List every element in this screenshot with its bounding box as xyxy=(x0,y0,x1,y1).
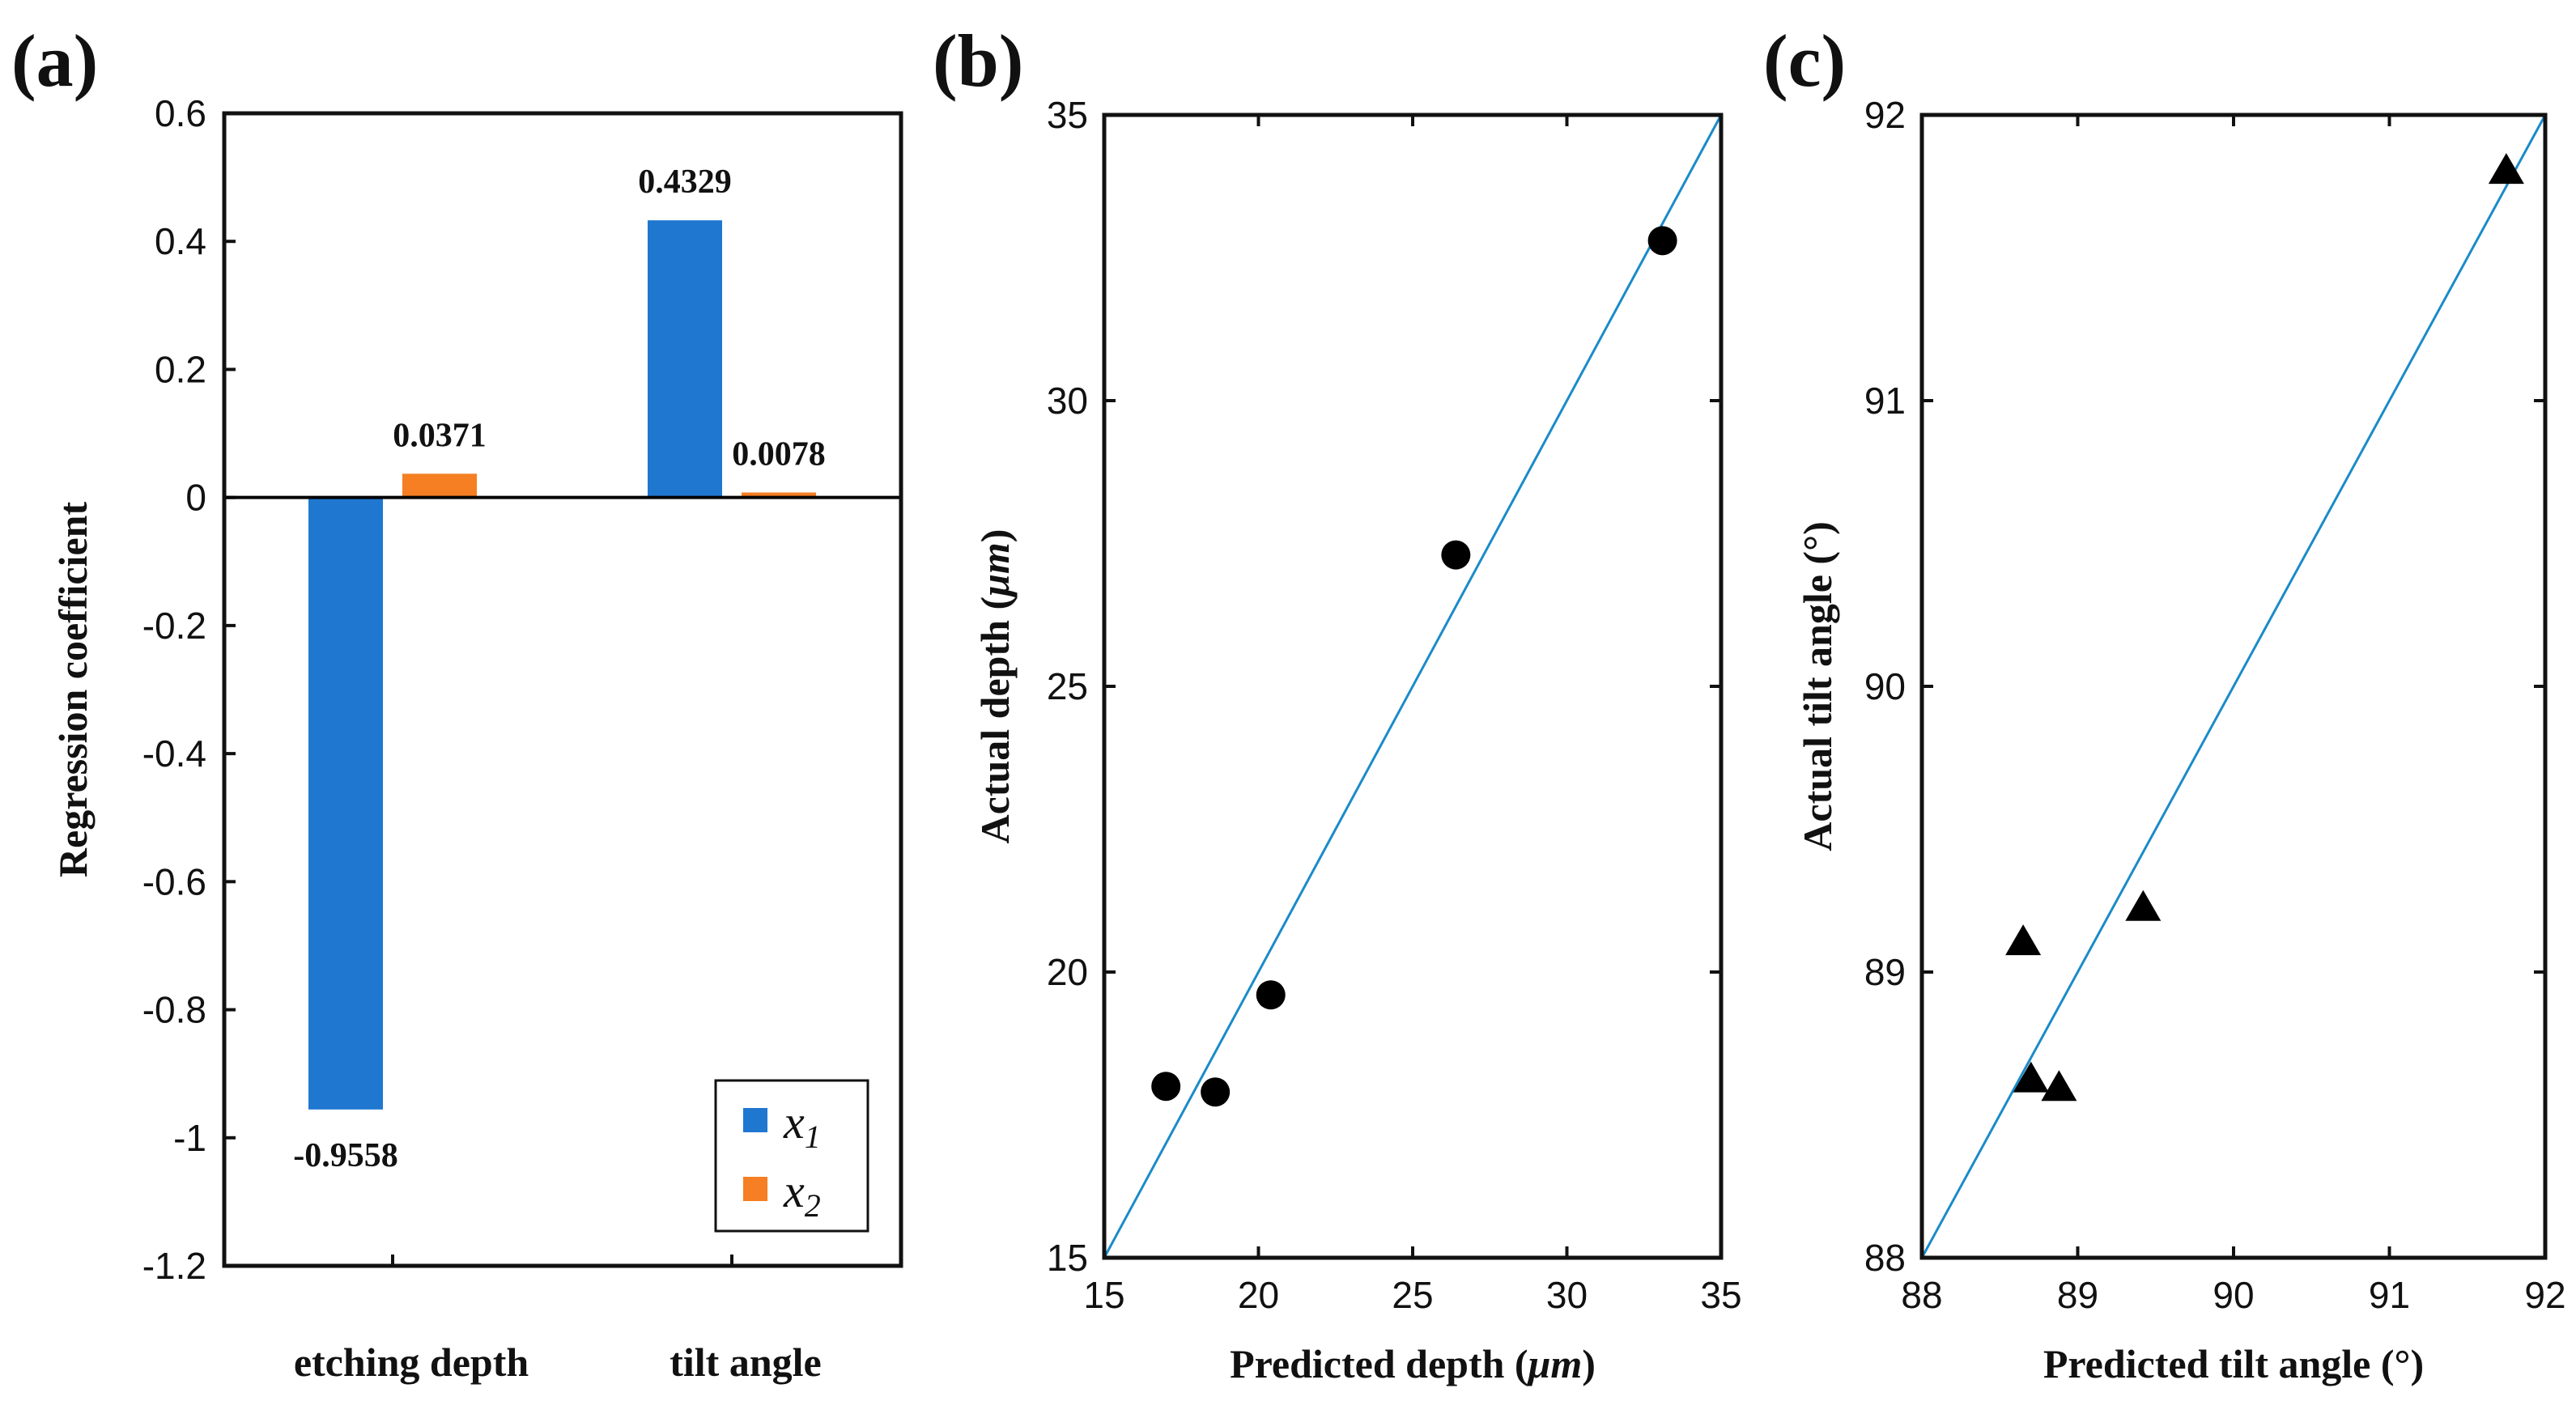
c-data-point xyxy=(2005,924,2042,956)
a-bar-etching-depth-x1 xyxy=(308,497,383,1110)
panel-label-c: (c) xyxy=(1763,19,1846,102)
a-y-tick-label: -0.6 xyxy=(142,860,206,902)
panel-label-b: (b) xyxy=(933,19,1023,102)
b-ticks: 15 20 25 30 35 15 20 25 30 35 xyxy=(1047,94,1742,1316)
a-y-tick-label: -1.2 xyxy=(142,1245,206,1287)
a-bars xyxy=(308,220,816,1110)
b-y-tick-label: 15 xyxy=(1047,1237,1088,1279)
c-x-axis-title: Predicted tilt angle (°) xyxy=(2043,1341,2424,1386)
c-data-point xyxy=(2013,1061,2049,1093)
a-data-label: 0.0371 xyxy=(393,417,487,454)
a-legend-label-x2: x2 xyxy=(783,1165,821,1224)
b-x-tick-label: 20 xyxy=(1238,1274,1279,1316)
a-category-etching-depth: etching depth xyxy=(294,1339,529,1385)
a-category-tilt-angle: tilt angle xyxy=(670,1339,821,1385)
c-x-tick-label: 91 xyxy=(2369,1274,2410,1316)
a-y-axis-title: Regression coefficient xyxy=(50,502,96,878)
b-x-tick-label: 25 xyxy=(1392,1274,1433,1316)
a-data-label: 0.0078 xyxy=(732,435,826,473)
b-y-axis-title: Actual depth (μm) xyxy=(972,529,1018,844)
a-y-tick-label: -0.2 xyxy=(142,605,206,647)
a-plot-frame xyxy=(222,111,903,1268)
b-x-tick-label: 30 xyxy=(1546,1274,1588,1316)
c-y-tick-label: 90 xyxy=(1864,665,1906,707)
a-y-tick-label: 0.6 xyxy=(155,92,206,134)
a-y-tick-label: 0 xyxy=(185,477,206,519)
b-reference-line xyxy=(1103,114,1723,1259)
c-data-point xyxy=(2125,889,2162,921)
b-y-tick-label: 25 xyxy=(1047,665,1088,707)
b-data-point xyxy=(1441,540,1471,570)
c-x-tick-label: 88 xyxy=(1901,1274,1942,1316)
c-x-tick-label: 90 xyxy=(2213,1274,2254,1316)
a-legend-swatch-x1 xyxy=(743,1108,767,1132)
b-data-point xyxy=(1151,1072,1181,1102)
panel-label-a: (a) xyxy=(11,19,98,102)
a-bar-etching-depth-x2 xyxy=(402,473,477,498)
a-legend-box xyxy=(714,1079,869,1233)
b-y-tick-label: 30 xyxy=(1047,380,1088,422)
a-y-tick-label: -1 xyxy=(173,1117,206,1159)
a-y-tick-label: 0.4 xyxy=(155,220,206,262)
a-y-tick-label: -0.4 xyxy=(142,732,206,775)
panel-b: (b) 15 20 25 30 35 15 20 25 30 35 Predicted depth… xyxy=(933,19,1742,1386)
panel-c: (c) 88 89 90 91 92 88 89 90 91 92 Predicted tilt … xyxy=(1763,19,2566,1386)
a-y-tick-label: 0.2 xyxy=(155,348,206,390)
b-data-point xyxy=(1647,226,1677,256)
a-data-label: 0.4329 xyxy=(638,163,732,201)
c-y-axis-title: Actual tilt angle (°) xyxy=(1795,521,1840,851)
b-data-point xyxy=(1201,1077,1231,1107)
b-x-tick-label: 15 xyxy=(1083,1274,1124,1316)
a-data-label: -0.9558 xyxy=(293,1137,398,1174)
c-points xyxy=(2005,153,2524,1102)
b-y-tick-label: 35 xyxy=(1047,94,1088,136)
a-bar-tilt-angle-x2 xyxy=(742,492,816,498)
a-bar-tilt-angle-x1 xyxy=(648,220,722,498)
a-legend-swatch-x2 xyxy=(743,1177,767,1201)
c-y-tick-label: 92 xyxy=(1864,94,1906,136)
c-x-tick-label: 89 xyxy=(2057,1274,2098,1316)
b-data-point xyxy=(1256,980,1286,1010)
c-x-tick-label: 92 xyxy=(2524,1274,2565,1316)
c-reference-line xyxy=(1920,114,2547,1259)
b-points xyxy=(1151,226,1677,1107)
a-legend: x1 x2 xyxy=(714,1079,869,1233)
c-data-point xyxy=(2488,153,2524,185)
c-ticks: 88 89 90 91 92 88 89 90 91 92 xyxy=(1864,94,2566,1316)
c-plot-frame xyxy=(1919,113,2548,1260)
a-y-tick-label: -0.8 xyxy=(142,989,206,1031)
a-data-labels: -0.9558 0.4329 0.0371 0.0078 xyxy=(293,163,826,1174)
c-data-point xyxy=(2041,1070,2077,1102)
b-x-tick-label: 35 xyxy=(1700,1274,1741,1316)
a-y-ticks: 0.6 0.4 0.2 0 -0.2 -0.4 -0.6 -0.8 -1 -1.2 xyxy=(142,92,236,1287)
c-y-tick-label: 88 xyxy=(1864,1237,1906,1279)
c-y-tick-label: 91 xyxy=(1864,380,1906,422)
c-y-tick-label: 89 xyxy=(1864,951,1906,993)
b-plot-frame xyxy=(1102,113,1724,1260)
b-y-tick-label: 20 xyxy=(1047,951,1088,993)
a-legend-label-x1: x1 xyxy=(783,1096,821,1155)
b-x-axis-title: Predicted depth (μm) xyxy=(1230,1341,1596,1386)
panel-a: (a) 0.6 0.4 0.2 0 -0.2 -0.4 -0.6 -0.8 -1 -1.2 -0.… xyxy=(11,19,903,1385)
